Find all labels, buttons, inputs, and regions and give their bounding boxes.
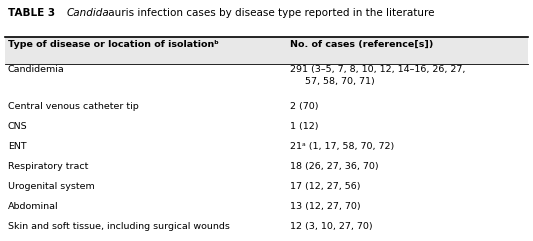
Text: Respiratory tract: Respiratory tract: [8, 162, 88, 171]
Text: 18 (26, 27, 36, 70): 18 (26, 27, 36, 70): [290, 162, 379, 171]
Text: Urogenital system: Urogenital system: [8, 182, 95, 191]
Text: 1 (12): 1 (12): [290, 122, 319, 131]
Text: 2 (70): 2 (70): [290, 102, 319, 111]
Text: Central venous catheter tip: Central venous catheter tip: [8, 102, 139, 111]
Text: No. of cases (reference[s]): No. of cases (reference[s]): [290, 40, 434, 49]
Text: Type of disease or location of isolationᵇ: Type of disease or location of isolation…: [8, 40, 219, 49]
Text: Candidemia: Candidemia: [8, 65, 64, 74]
Text: TABLE 3: TABLE 3: [8, 8, 59, 18]
Text: Skin and soft tissue, including surgical wounds: Skin and soft tissue, including surgical…: [8, 222, 230, 231]
Text: 12 (3, 10, 27, 70): 12 (3, 10, 27, 70): [290, 222, 373, 231]
Text: 291 (3–5, 7, 8, 10, 12, 14–16, 26, 27,
     57, 58, 70, 71): 291 (3–5, 7, 8, 10, 12, 14–16, 26, 27, 5…: [290, 65, 466, 86]
Bar: [5, 37, 528, 64]
Text: Abdominal: Abdominal: [8, 202, 59, 211]
Text: 21ᵃ (1, 17, 58, 70, 72): 21ᵃ (1, 17, 58, 70, 72): [290, 142, 395, 151]
Text: 17 (12, 27, 56): 17 (12, 27, 56): [290, 182, 361, 191]
Text: CNS: CNS: [8, 122, 28, 131]
Text: ENT: ENT: [8, 142, 27, 151]
Text: 13 (12, 27, 70): 13 (12, 27, 70): [290, 202, 361, 211]
Text: Candida: Candida: [67, 8, 109, 18]
Text: auris infection cases by disease type reported in the literature: auris infection cases by disease type re…: [105, 8, 434, 18]
